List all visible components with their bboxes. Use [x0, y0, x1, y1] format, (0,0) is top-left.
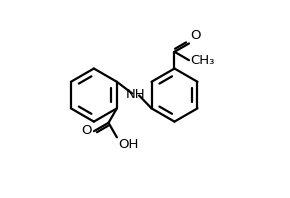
- Text: CH₃: CH₃: [191, 54, 215, 67]
- Text: O: O: [190, 30, 200, 43]
- Text: OH: OH: [118, 138, 138, 151]
- Text: NH: NH: [126, 88, 146, 101]
- Text: O: O: [81, 124, 92, 137]
